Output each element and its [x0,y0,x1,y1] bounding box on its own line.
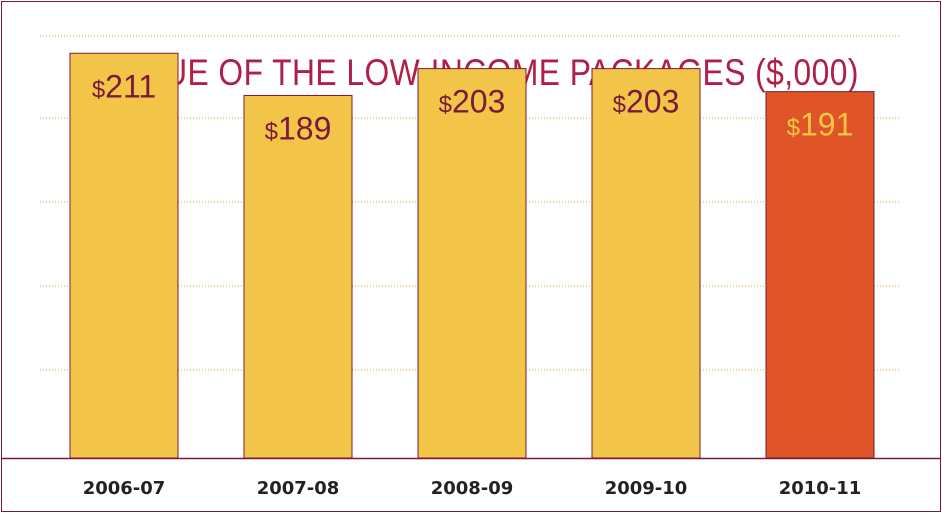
bars [69,52,875,459]
bar-2010-11 [765,91,875,459]
bar-2007-08 [243,94,353,459]
data-label: $203 [439,84,506,120]
x-tick-label: 2010-11 [779,478,862,499]
data-label: $211 [92,68,156,104]
data-labels: $211 $189 $203 $203 $191 [92,68,854,146]
x-tick-label: 2008-09 [431,478,514,499]
bar-2009-10 [591,68,701,459]
data-label: $189 [265,110,332,146]
x-tick-labels: 2006-07 2007-08 2008-09 2009-10 2010-11 [83,478,862,499]
data-label: $191 [787,107,854,143]
x-tick-label: 2006-07 [83,478,166,499]
bar-2006-07 [69,52,179,459]
bar-2008-09 [417,68,527,459]
data-label: $203 [613,84,680,120]
x-tick-label: 2007-08 [257,478,340,499]
x-tick-label: 2009-10 [605,478,688,499]
